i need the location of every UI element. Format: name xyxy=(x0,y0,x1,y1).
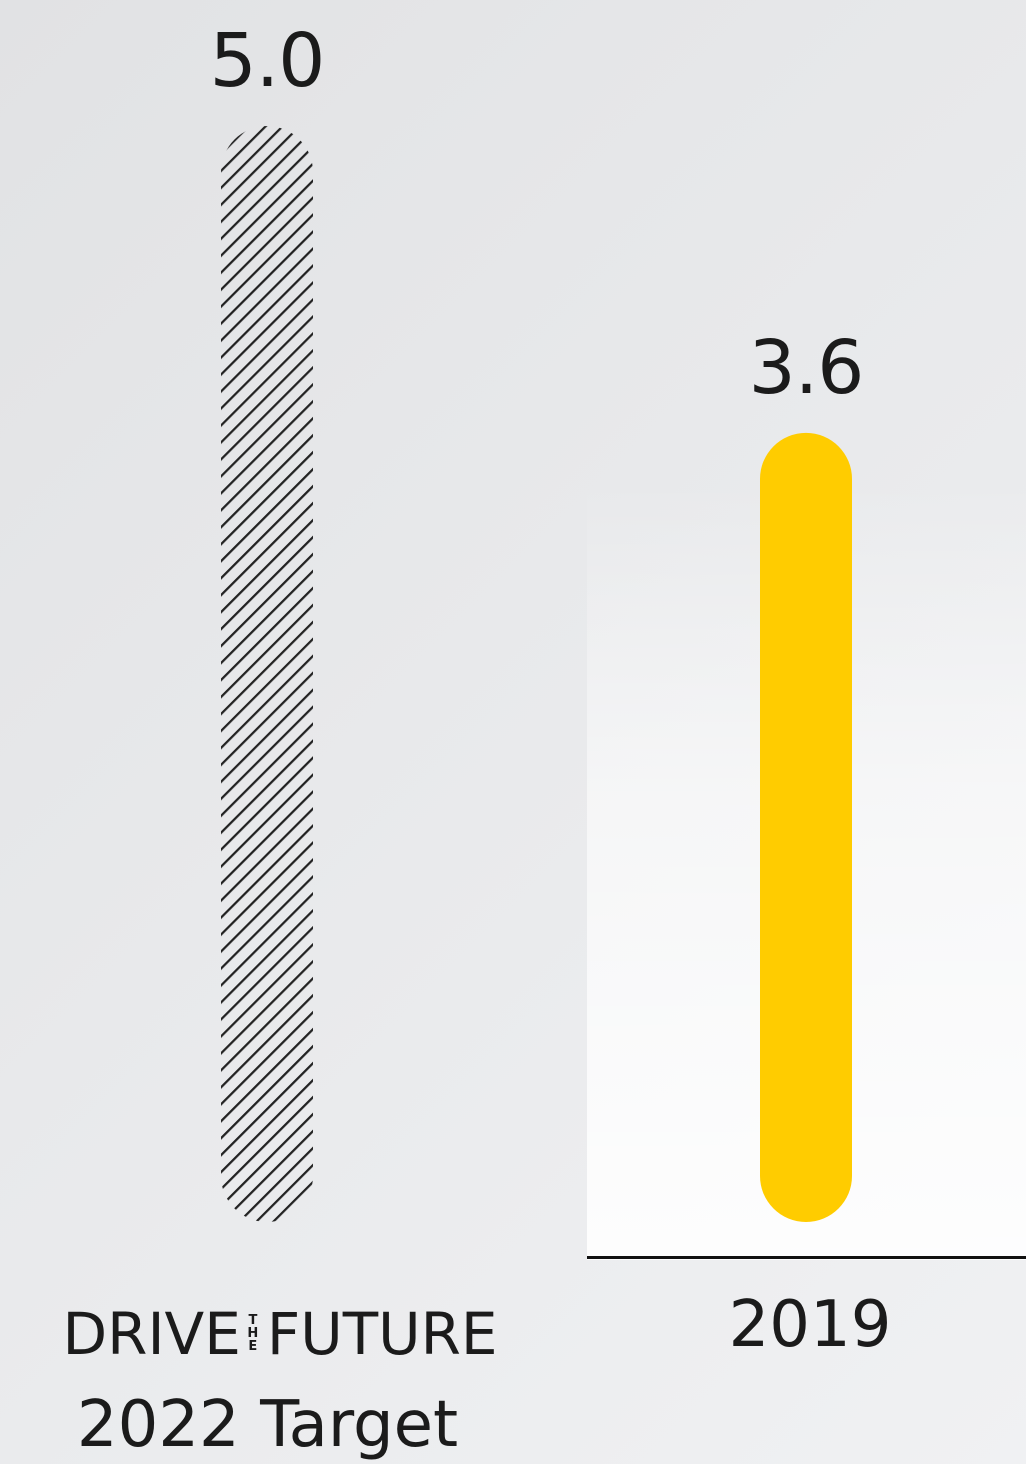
category-label-2019: 2019 xyxy=(728,1288,892,1362)
bar-2019 xyxy=(760,432,852,1222)
bar-value-label-target: 5.0 xyxy=(209,18,326,104)
bar-target-2022 xyxy=(221,126,313,1222)
bars-group xyxy=(221,126,852,1222)
brand-word-drive: DRIVE xyxy=(62,1300,241,1368)
category-label-target: 2022 Target xyxy=(76,1388,459,1462)
bar-value-label-2019: 3.6 xyxy=(748,324,865,411)
brand-word-future: FUTURE xyxy=(266,1300,498,1368)
category-label-target-brand: DRIVE T H E FUTURE xyxy=(0,1300,560,1368)
x-axis-line xyxy=(587,1256,1026,1259)
